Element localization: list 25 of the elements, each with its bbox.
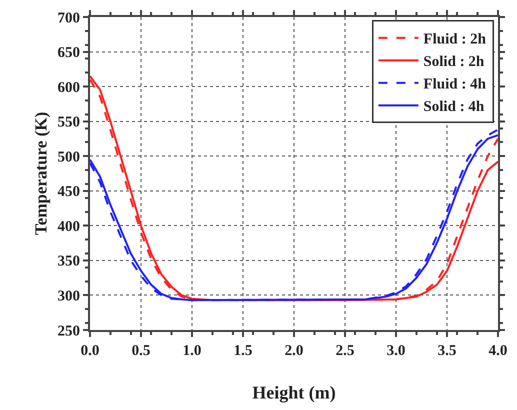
- y-tick-label: 300: [58, 288, 80, 304]
- x-tick-label: 3.0: [386, 343, 406, 359]
- x-tick-label: 0.0: [80, 343, 100, 359]
- y-tick-label: 250: [58, 323, 80, 340]
- x-tick-label: 3.5: [438, 343, 456, 359]
- x-tick-label: 4.0: [488, 343, 508, 359]
- legend-label: Solid : 2h: [423, 54, 485, 70]
- x-tick-label: 2.0: [284, 343, 304, 359]
- y-tick-label: 700: [58, 10, 80, 26]
- legend-label: Fluid : 4h: [423, 76, 487, 93]
- x-axis-title: Height (m): [252, 382, 336, 403]
- legend-label: Solid : 4h: [423, 99, 485, 116]
- x-tick-label: 0.5: [132, 343, 150, 359]
- x-tick-label: 2.5: [336, 343, 354, 359]
- y-tick-label: 550: [58, 114, 80, 131]
- legend-label: Fluid : 2h: [423, 32, 487, 48]
- y-tick-label: 650: [58, 45, 80, 62]
- y-tick-label: 600: [58, 80, 80, 96]
- y-tick-label: 500: [58, 149, 80, 166]
- x-tick-label: 1.5: [234, 343, 252, 359]
- y-axis-title: Temperature (K): [32, 112, 51, 236]
- x-tick-label: 1.0: [182, 343, 202, 359]
- y-tick-label: 350: [58, 254, 80, 270]
- y-tick-label: 400: [58, 218, 80, 235]
- y-tick-label: 450: [58, 184, 80, 200]
